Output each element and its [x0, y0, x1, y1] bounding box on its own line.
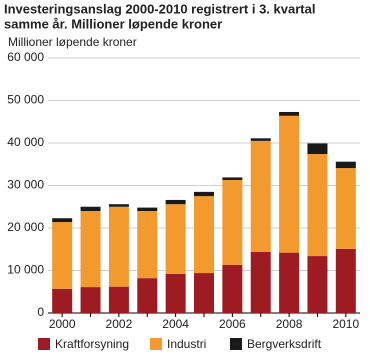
- legend-swatch: [230, 338, 242, 350]
- bar-segment: [194, 191, 214, 197]
- x-tick-label: 2008: [276, 317, 303, 331]
- bar-segment: [80, 211, 101, 288]
- legend-label: Industri: [167, 337, 206, 351]
- bar-segment: [250, 140, 271, 252]
- bar-segment: [108, 286, 129, 313]
- y-tick-label: 20 000: [7, 220, 44, 234]
- legend-swatch: [38, 338, 50, 350]
- bar-segment: [194, 196, 214, 274]
- x-tick-label: 2000: [49, 317, 76, 331]
- bar-segment: [194, 273, 214, 313]
- legend-label: Bergverksdrift: [247, 337, 322, 351]
- bar-segment: [165, 204, 186, 274]
- bar-segment: [222, 264, 243, 313]
- y-tick-label: 60 000: [7, 50, 44, 64]
- bar-segment: [250, 138, 271, 141]
- bar-segment: [279, 111, 300, 116]
- y-tick-label: 50 000: [7, 93, 44, 107]
- bar-segment: [307, 154, 328, 257]
- y-tick-label: 0: [37, 305, 44, 319]
- bar-segment: [279, 115, 300, 253]
- bar-segment: [222, 177, 243, 180]
- bar-segment: [279, 252, 300, 313]
- bar-segment: [137, 207, 158, 211]
- bar-segment: [165, 199, 186, 205]
- bar-segment: [137, 278, 158, 313]
- bar-segment: [307, 256, 328, 313]
- bar-segment: [137, 211, 158, 279]
- bar-segment: [335, 248, 356, 313]
- bar-segment: [80, 206, 101, 211]
- y-axis-label: Millioner løpende kroner: [8, 35, 137, 49]
- bar-segment: [250, 251, 271, 313]
- y-tick-label: 10 000: [7, 263, 44, 277]
- bar-segment: [222, 179, 243, 265]
- x-tick-label: 2006: [219, 317, 246, 331]
- bar-segment: [52, 288, 73, 313]
- bar-segment: [80, 287, 101, 313]
- bar-segment: [335, 168, 356, 249]
- bar-segment: [108, 206, 129, 287]
- bar-segment: [335, 161, 356, 169]
- y-tick-label: 40 000: [7, 135, 44, 149]
- x-tick-label: 2004: [162, 317, 189, 331]
- legend-label: Kraftforsyning: [55, 337, 129, 351]
- chart-title: Investeringsanslag 2000-2010 registrert …: [4, 1, 315, 16]
- bar-segment: [52, 218, 73, 223]
- x-tick-label: 2002: [106, 317, 133, 331]
- bar-segment: [108, 204, 129, 207]
- bar-segment: [165, 273, 186, 313]
- bar-segment: [307, 143, 328, 155]
- bar-segment: [52, 222, 73, 289]
- x-tick-label: 2010: [332, 317, 359, 331]
- y-tick-label: 30 000: [7, 178, 44, 192]
- chart-title: samme år. Millioner løpende kroner: [4, 16, 222, 31]
- legend-swatch: [150, 338, 162, 350]
